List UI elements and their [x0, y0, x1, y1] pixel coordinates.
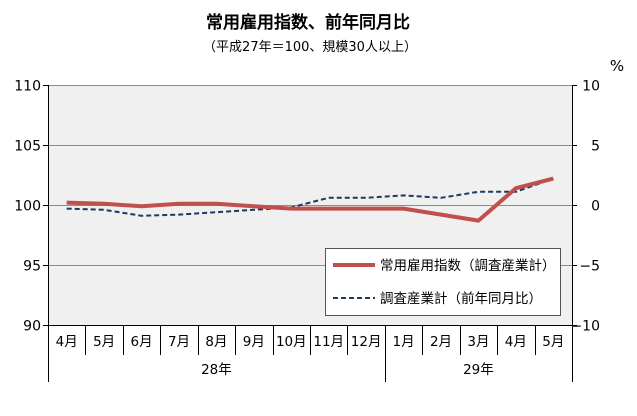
- y-right-tick-label: −5: [579, 259, 600, 275]
- category-label: 11月: [313, 334, 344, 350]
- legend-box: [325, 248, 561, 316]
- category-label: 10月: [276, 334, 307, 350]
- year-group-label: 28年: [201, 362, 232, 378]
- y-left-tick-label: 105: [14, 139, 41, 155]
- category-label: 5月: [93, 334, 115, 350]
- y-left-tick-label: 90: [23, 319, 41, 335]
- y-right-tick-label: 0: [591, 199, 600, 215]
- y-right-tick-label: 10: [582, 79, 600, 95]
- category-label: 7月: [168, 334, 190, 350]
- y-left-tick-label: 95: [23, 259, 41, 275]
- chart-title: 常用雇用指数、前年同月比: [206, 12, 410, 33]
- category-label: 5月: [542, 334, 564, 350]
- category-label: 4月: [505, 334, 527, 350]
- year-group-label: 29年: [463, 362, 494, 378]
- category-label: 3月: [467, 334, 489, 350]
- category-label: 1月: [393, 334, 415, 350]
- category-label: 2月: [430, 334, 452, 350]
- legend-label-yoy: 調査産業計（前年同月比）: [380, 290, 542, 307]
- category-label: 9月: [243, 334, 265, 350]
- category-label: 8月: [205, 334, 227, 350]
- y-left-tick-label: 100: [14, 199, 41, 215]
- y-right-tick-label: −10: [570, 319, 600, 335]
- series-layer: [66, 176, 554, 223]
- legend: 常用雇用指数（調査産業計） 調査産業計（前年同月比）: [325, 248, 561, 316]
- category-label: 6月: [131, 334, 153, 350]
- category-axis: 4月 5月 6月 7月 8月 9月 10月 11月 12月 1月 2月 3月 4月 5月 28年 29年: [48, 325, 573, 382]
- category-label: 4月: [56, 334, 78, 350]
- y-left-tick-label: 110: [14, 79, 41, 95]
- right-axis-unit: %: [610, 57, 624, 75]
- series-line-yoy: [66, 177, 554, 217]
- y-right-tick-label: 5: [591, 139, 600, 155]
- chart-subtitle: （平成27年＝100、規模30人以上）: [203, 40, 417, 55]
- legend-label-index: 常用雇用指数（調査産業計）: [380, 257, 556, 274]
- category-label: 12月: [351, 334, 382, 350]
- series-line-index: [66, 176, 554, 223]
